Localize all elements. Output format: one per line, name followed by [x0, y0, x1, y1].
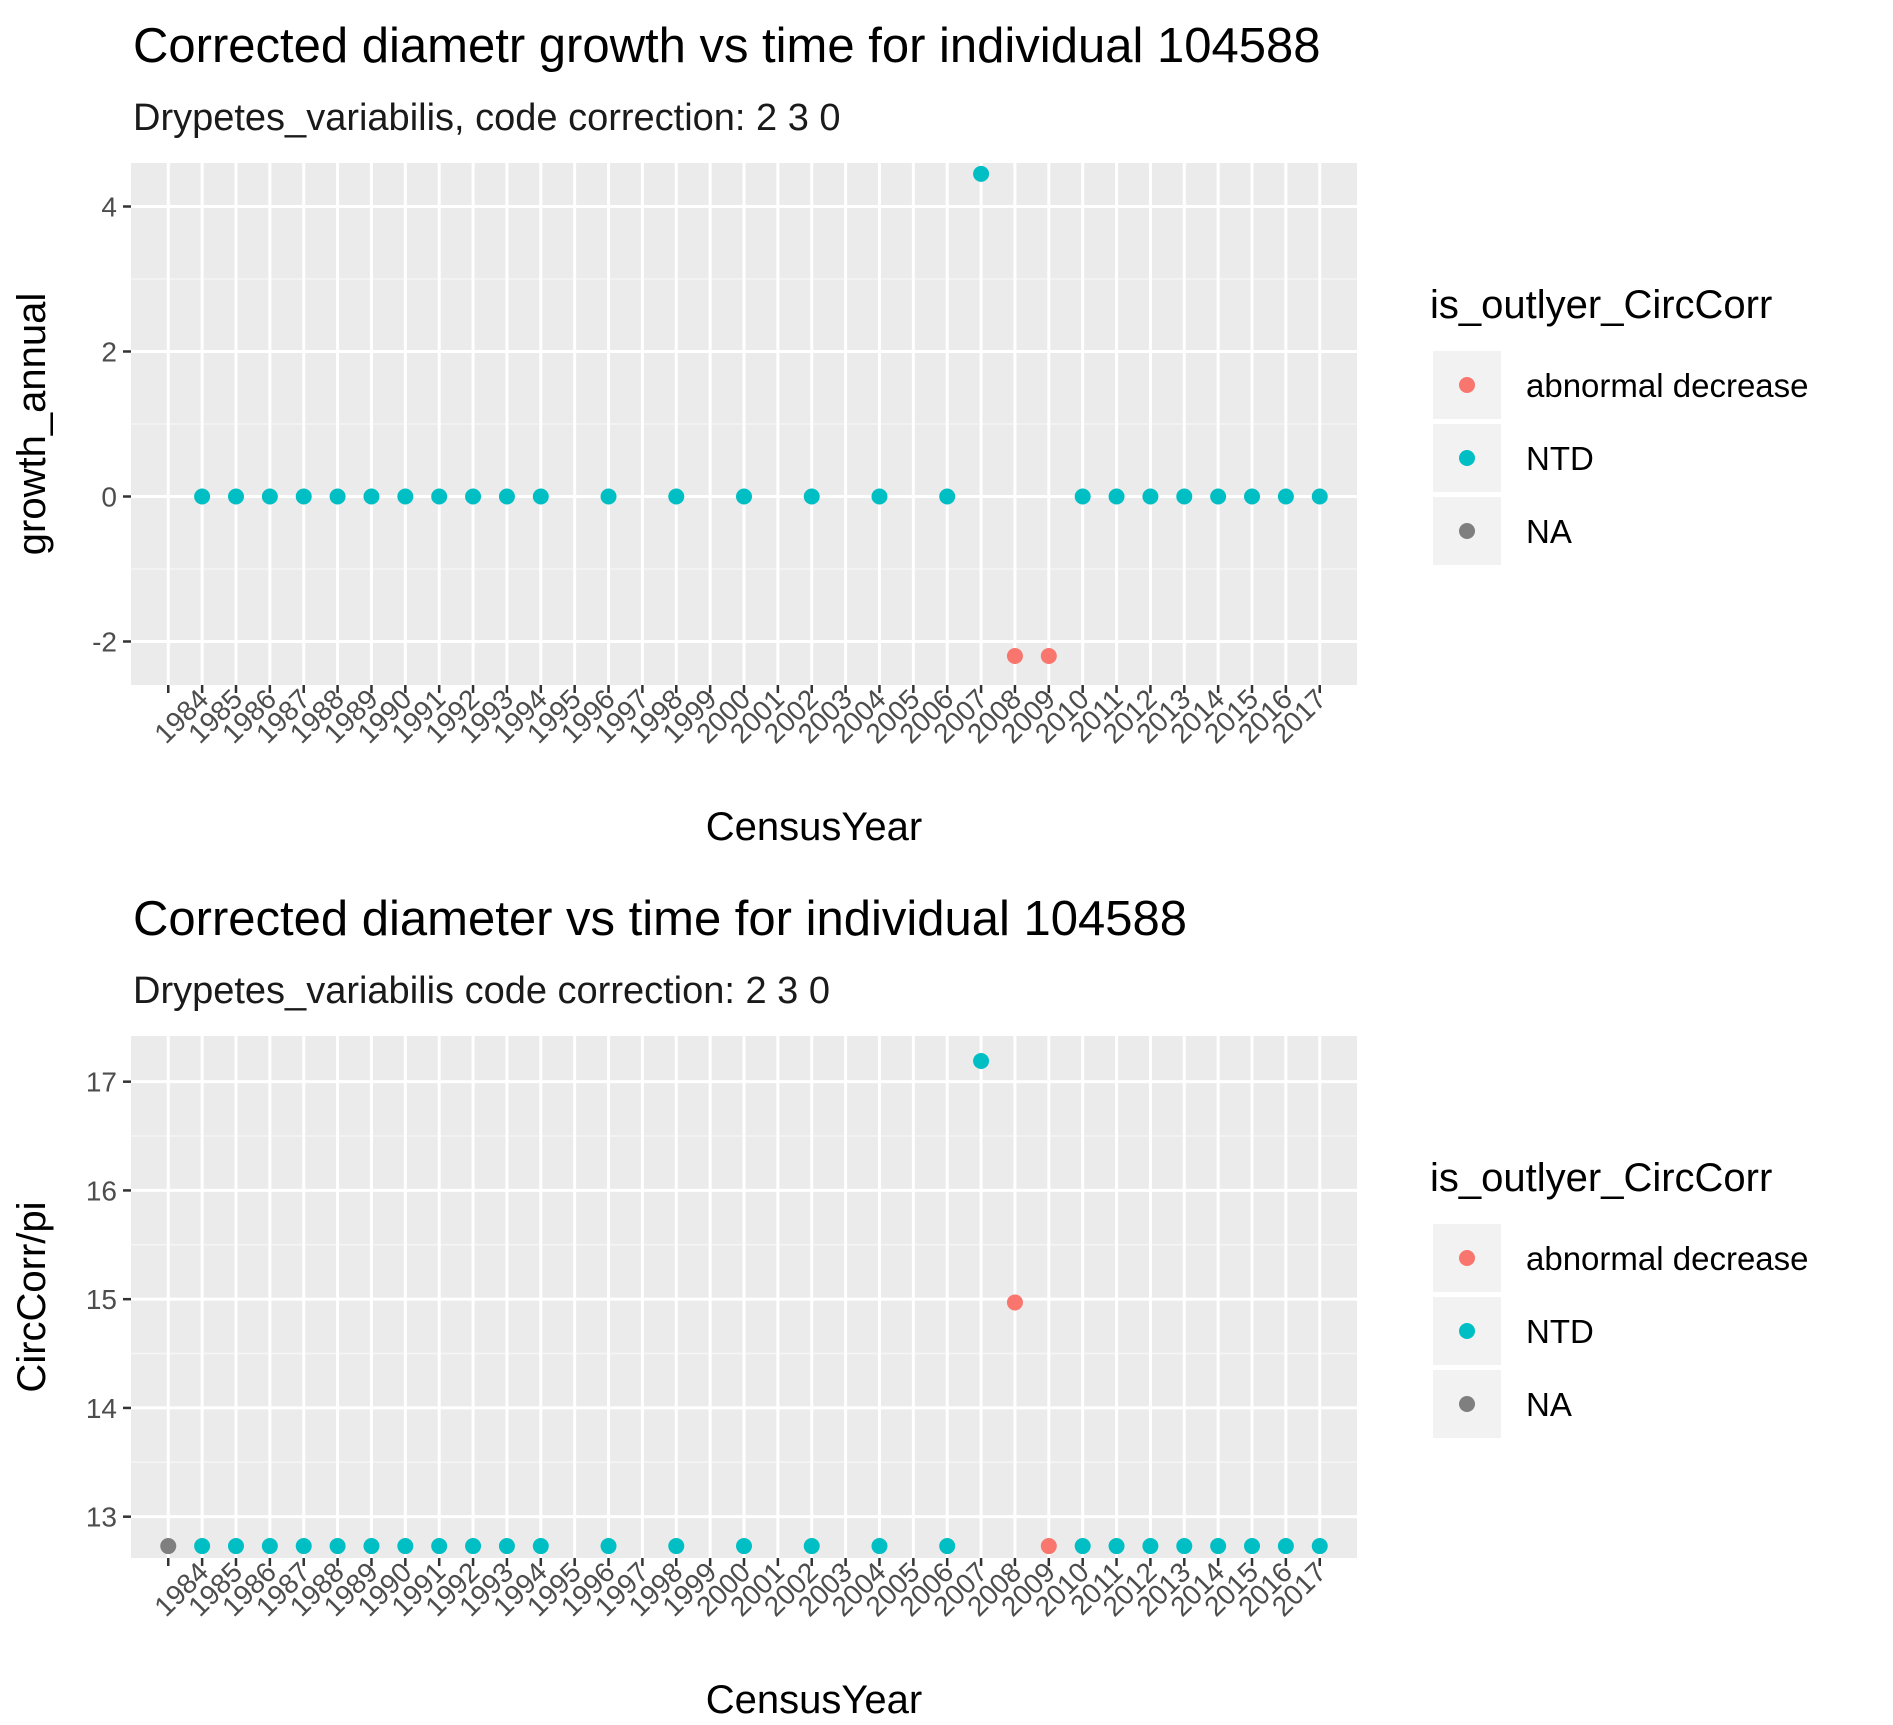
legend-marker	[1459, 1396, 1475, 1412]
data-point	[1277, 1538, 1294, 1555]
legend-label: abnormal decrease	[1526, 1240, 1809, 1277]
y-axis-title: growth_annual	[10, 293, 54, 555]
data-point	[1176, 1538, 1193, 1555]
data-point	[465, 1538, 482, 1555]
data-point	[939, 1538, 956, 1555]
x-axis-title: CensusYear	[706, 1678, 922, 1722]
data-point	[329, 488, 346, 505]
data-point	[1210, 1538, 1227, 1555]
legend-title: is_outlyer_CircCorr	[1430, 1156, 1772, 1200]
data-point	[1074, 488, 1091, 505]
chart-subtitle: Drypetes_variabilis code correction: 2 3…	[133, 970, 830, 1012]
y-tick-label: -2	[92, 627, 117, 658]
data-point	[1311, 1538, 1328, 1555]
data-point	[329, 1538, 346, 1555]
y-tick-label: 14	[86, 1393, 117, 1424]
data-point	[498, 488, 515, 505]
y-tick-label: 0	[101, 482, 117, 513]
data-point	[532, 488, 549, 505]
legend-marker	[1459, 450, 1475, 466]
legend: is_outlyer_CircCorr abnormal decrease NTD N…	[1430, 283, 1809, 565]
data-point	[227, 488, 244, 505]
data-point	[160, 1538, 177, 1555]
data-point	[1311, 488, 1328, 505]
data-point	[194, 488, 211, 505]
data-point	[295, 1538, 312, 1555]
data-point	[295, 488, 312, 505]
legend-label: NTD	[1526, 1313, 1594, 1350]
legend-marker	[1459, 1323, 1475, 1339]
data-point	[261, 488, 278, 505]
legend-marker	[1459, 523, 1475, 539]
data-point	[1176, 488, 1193, 505]
chart-title: Corrected diametr growth vs time for ind…	[133, 19, 1320, 73]
data-point	[668, 488, 685, 505]
data-point	[363, 1538, 380, 1555]
legend-label: abnormal decrease	[1526, 367, 1809, 404]
data-point	[871, 1538, 888, 1555]
legend-title: is_outlyer_CircCorr	[1430, 283, 1772, 327]
data-point	[939, 488, 956, 505]
legend: is_outlyer_CircCorr abnormal decrease NTD N…	[1430, 1156, 1809, 1438]
data-point	[227, 1538, 244, 1555]
chart-circcorr: Corrected diameter vs time for individua…	[10, 892, 1809, 1722]
data-point	[1040, 1538, 1057, 1555]
data-point	[973, 165, 990, 182]
legend-label: NA	[1526, 1386, 1572, 1423]
y-tick-label: 15	[86, 1284, 117, 1315]
data-point	[600, 488, 617, 505]
data-point	[871, 488, 888, 505]
data-point	[1142, 488, 1159, 505]
chart-subtitle: Drypetes_variabilis, code correction: 2 …	[133, 97, 841, 139]
data-point	[668, 1538, 685, 1555]
legend-marker	[1459, 377, 1475, 393]
data-point	[397, 488, 414, 505]
chart-title: Corrected diameter vs time for individua…	[133, 892, 1187, 946]
y-tick-label: 4	[101, 192, 117, 223]
data-point	[194, 1538, 211, 1555]
data-point	[1040, 648, 1057, 664]
data-point	[261, 1538, 278, 1555]
x-axis-title: CensusYear	[706, 805, 922, 849]
data-point	[803, 1538, 820, 1555]
data-point	[1142, 1538, 1159, 1555]
data-point	[532, 1538, 549, 1555]
y-axis-title: CircCorr/pi	[10, 1201, 54, 1392]
data-point	[1006, 1294, 1023, 1311]
data-point	[600, 1538, 617, 1555]
data-point	[431, 488, 448, 505]
data-point	[1244, 1538, 1261, 1555]
data-point	[1074, 1538, 1091, 1555]
y-tick-label: 2	[101, 337, 117, 368]
data-point	[1108, 1538, 1125, 1555]
y-tick-label: 13	[86, 1502, 117, 1533]
data-point	[736, 1538, 752, 1555]
data-point	[1006, 648, 1023, 664]
data-point	[803, 488, 820, 505]
data-point	[1277, 488, 1294, 505]
data-point	[498, 1538, 515, 1555]
y-tick-label: 17	[86, 1067, 117, 1098]
data-point	[736, 488, 752, 505]
data-point	[1108, 488, 1125, 505]
data-point	[1210, 488, 1227, 505]
data-point	[363, 488, 380, 505]
data-point	[397, 1538, 414, 1555]
data-point	[1244, 488, 1261, 505]
legend-marker	[1459, 1250, 1475, 1266]
legend-label: NTD	[1526, 440, 1594, 477]
y-tick-label: 16	[86, 1175, 117, 1206]
chart-growth-annual: Corrected diametr growth vs time for ind…	[10, 19, 1809, 849]
data-point	[973, 1053, 990, 1070]
data-point	[465, 488, 482, 505]
data-point	[431, 1538, 448, 1555]
legend-label: NA	[1526, 513, 1572, 550]
